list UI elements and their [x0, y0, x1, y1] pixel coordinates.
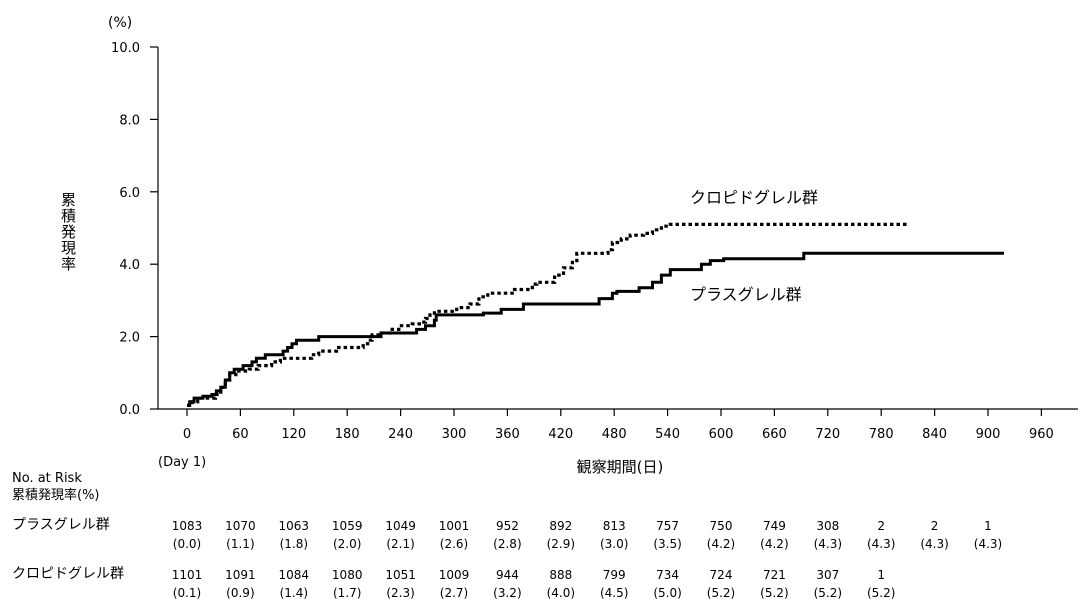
y-tick-label: 6.0 [119, 186, 140, 201]
risk-count: 1070 [225, 519, 256, 533]
risk-count: 749 [763, 519, 786, 533]
risk-cumulative-pct: (4.3) [814, 537, 842, 551]
risk-cumulative-pct: (5.2) [814, 586, 842, 599]
risk-cumulative-pct: (4.5) [600, 586, 628, 599]
risk-count: 1 [984, 519, 992, 533]
risk-cumulative-pct: (2.6) [440, 537, 468, 551]
risk-count: 721 [763, 568, 786, 582]
risk-cumulative-pct: (1.4) [280, 586, 308, 599]
risk-cumulative-pct: (4.0) [547, 586, 575, 599]
risk-count: 724 [710, 568, 733, 582]
risk-count: 1084 [279, 568, 310, 582]
risk-cumulative-pct: (4.2) [707, 537, 735, 551]
x-tick-label: 120 [281, 427, 306, 442]
x-tick-label: 840 [922, 427, 947, 442]
y-tick-label: 2.0 [119, 331, 140, 346]
x-tick-label: 0 [183, 427, 191, 442]
risk-cumulative-pct: (4.2) [760, 537, 788, 551]
x-tick-label: 780 [869, 427, 894, 442]
risk-cumulative-pct: (2.8) [493, 537, 521, 551]
risk-cumulative-pct: (5.2) [867, 586, 895, 599]
risk-count: 2 [931, 519, 939, 533]
risk-cumulative-pct: (3.2) [493, 586, 521, 599]
risk-count: 888 [549, 568, 572, 582]
y-axis-label: 累積発現率 [59, 192, 77, 272]
risk-cumulative-pct: (1.7) [333, 586, 361, 599]
risk-cumulative-pct: (2.1) [386, 537, 414, 551]
risk-cumulative-pct: (5.2) [760, 586, 788, 599]
risk-cumulative-pct: (4.3) [867, 537, 895, 551]
risk-cumulative-pct: (1.1) [226, 537, 254, 551]
risk-cumulative-pct: (5.2) [707, 586, 735, 599]
y-tick-label: 10.0 [111, 41, 140, 56]
x-tick-label: 660 [762, 427, 787, 442]
series-line-prasugrel [187, 251, 1004, 407]
x-origin-note: (Day 1) [158, 455, 206, 470]
y-tick-label: 8.0 [119, 113, 140, 128]
risk-table-header: No. at Risk [12, 471, 82, 486]
risk-cumulative-pct: (3.5) [653, 537, 681, 551]
x-tick-label: 900 [976, 427, 1001, 442]
risk-count: 1049 [385, 519, 416, 533]
x-tick-label: 180 [335, 427, 360, 442]
x-tick-label: 720 [815, 427, 840, 442]
risk-count: 1059 [332, 519, 363, 533]
risk-cumulative-pct: (4.3) [974, 537, 1002, 551]
series-label-clopidogrel: クロピドグレル群 [690, 188, 818, 207]
risk-cumulative-pct: (2.7) [440, 586, 468, 599]
risk-count: 734 [656, 568, 679, 582]
x-tick-label: 480 [602, 427, 627, 442]
x-tick-label: 240 [388, 427, 413, 442]
x-tick-label: 420 [548, 427, 573, 442]
risk-cumulative-pct: (2.3) [386, 586, 414, 599]
risk-count: 1009 [439, 568, 470, 582]
series-line-clopidogrel [187, 222, 908, 407]
risk-cumulative-pct: (2.9) [547, 537, 575, 551]
y-tick-label: 0.0 [119, 403, 140, 418]
x-tick-label: 300 [442, 427, 467, 442]
y-unit-label: (%) [108, 15, 132, 31]
risk-count: 944 [496, 568, 519, 582]
risk-count: 750 [710, 519, 733, 533]
risk-count: 1083 [172, 519, 203, 533]
risk-table-subheader: 累積発現率(%) [12, 487, 100, 503]
risk-row-label-clopidogrel: クロピドグレル群 [12, 566, 124, 582]
y-tick-label: 4.0 [119, 258, 140, 273]
risk-count: 1080 [332, 568, 363, 582]
risk-cumulative-pct: (3.0) [600, 537, 628, 551]
x-tick-label: 360 [495, 427, 520, 442]
risk-count: 1063 [279, 519, 310, 533]
x-tick-label: 60 [232, 427, 249, 442]
risk-cumulative-pct: (0.1) [173, 586, 201, 599]
risk-row-label-prasugrel: プラスグレル群 [12, 517, 110, 533]
risk-count: 1091 [225, 568, 256, 582]
risk-cumulative-pct: (5.0) [653, 586, 681, 599]
x-tick-label: 960 [1029, 427, 1054, 442]
series-label-prasugrel: プラスグレル群 [690, 285, 802, 304]
risk-count: 1051 [385, 568, 416, 582]
risk-count: 892 [549, 519, 572, 533]
risk-count: 813 [603, 519, 626, 533]
risk-count: 2 [877, 519, 885, 533]
risk-count: 1101 [172, 568, 203, 582]
risk-count: 799 [603, 568, 626, 582]
risk-count: 1 [877, 568, 885, 582]
risk-count: 952 [496, 519, 519, 533]
risk-cumulative-pct: (1.8) [280, 537, 308, 551]
risk-count: 307 [816, 568, 839, 582]
risk-cumulative-pct: (2.0) [333, 537, 361, 551]
risk-count: 1001 [439, 519, 470, 533]
risk-cumulative-pct: (0.9) [226, 586, 254, 599]
risk-cumulative-pct: (4.3) [920, 537, 948, 551]
risk-count: 308 [816, 519, 839, 533]
x-axis-label: 観察期間(日) [577, 458, 664, 476]
x-tick-label: 540 [655, 427, 680, 442]
risk-cumulative-pct: (0.0) [173, 537, 201, 551]
risk-count: 757 [656, 519, 679, 533]
x-tick-label: 600 [709, 427, 734, 442]
